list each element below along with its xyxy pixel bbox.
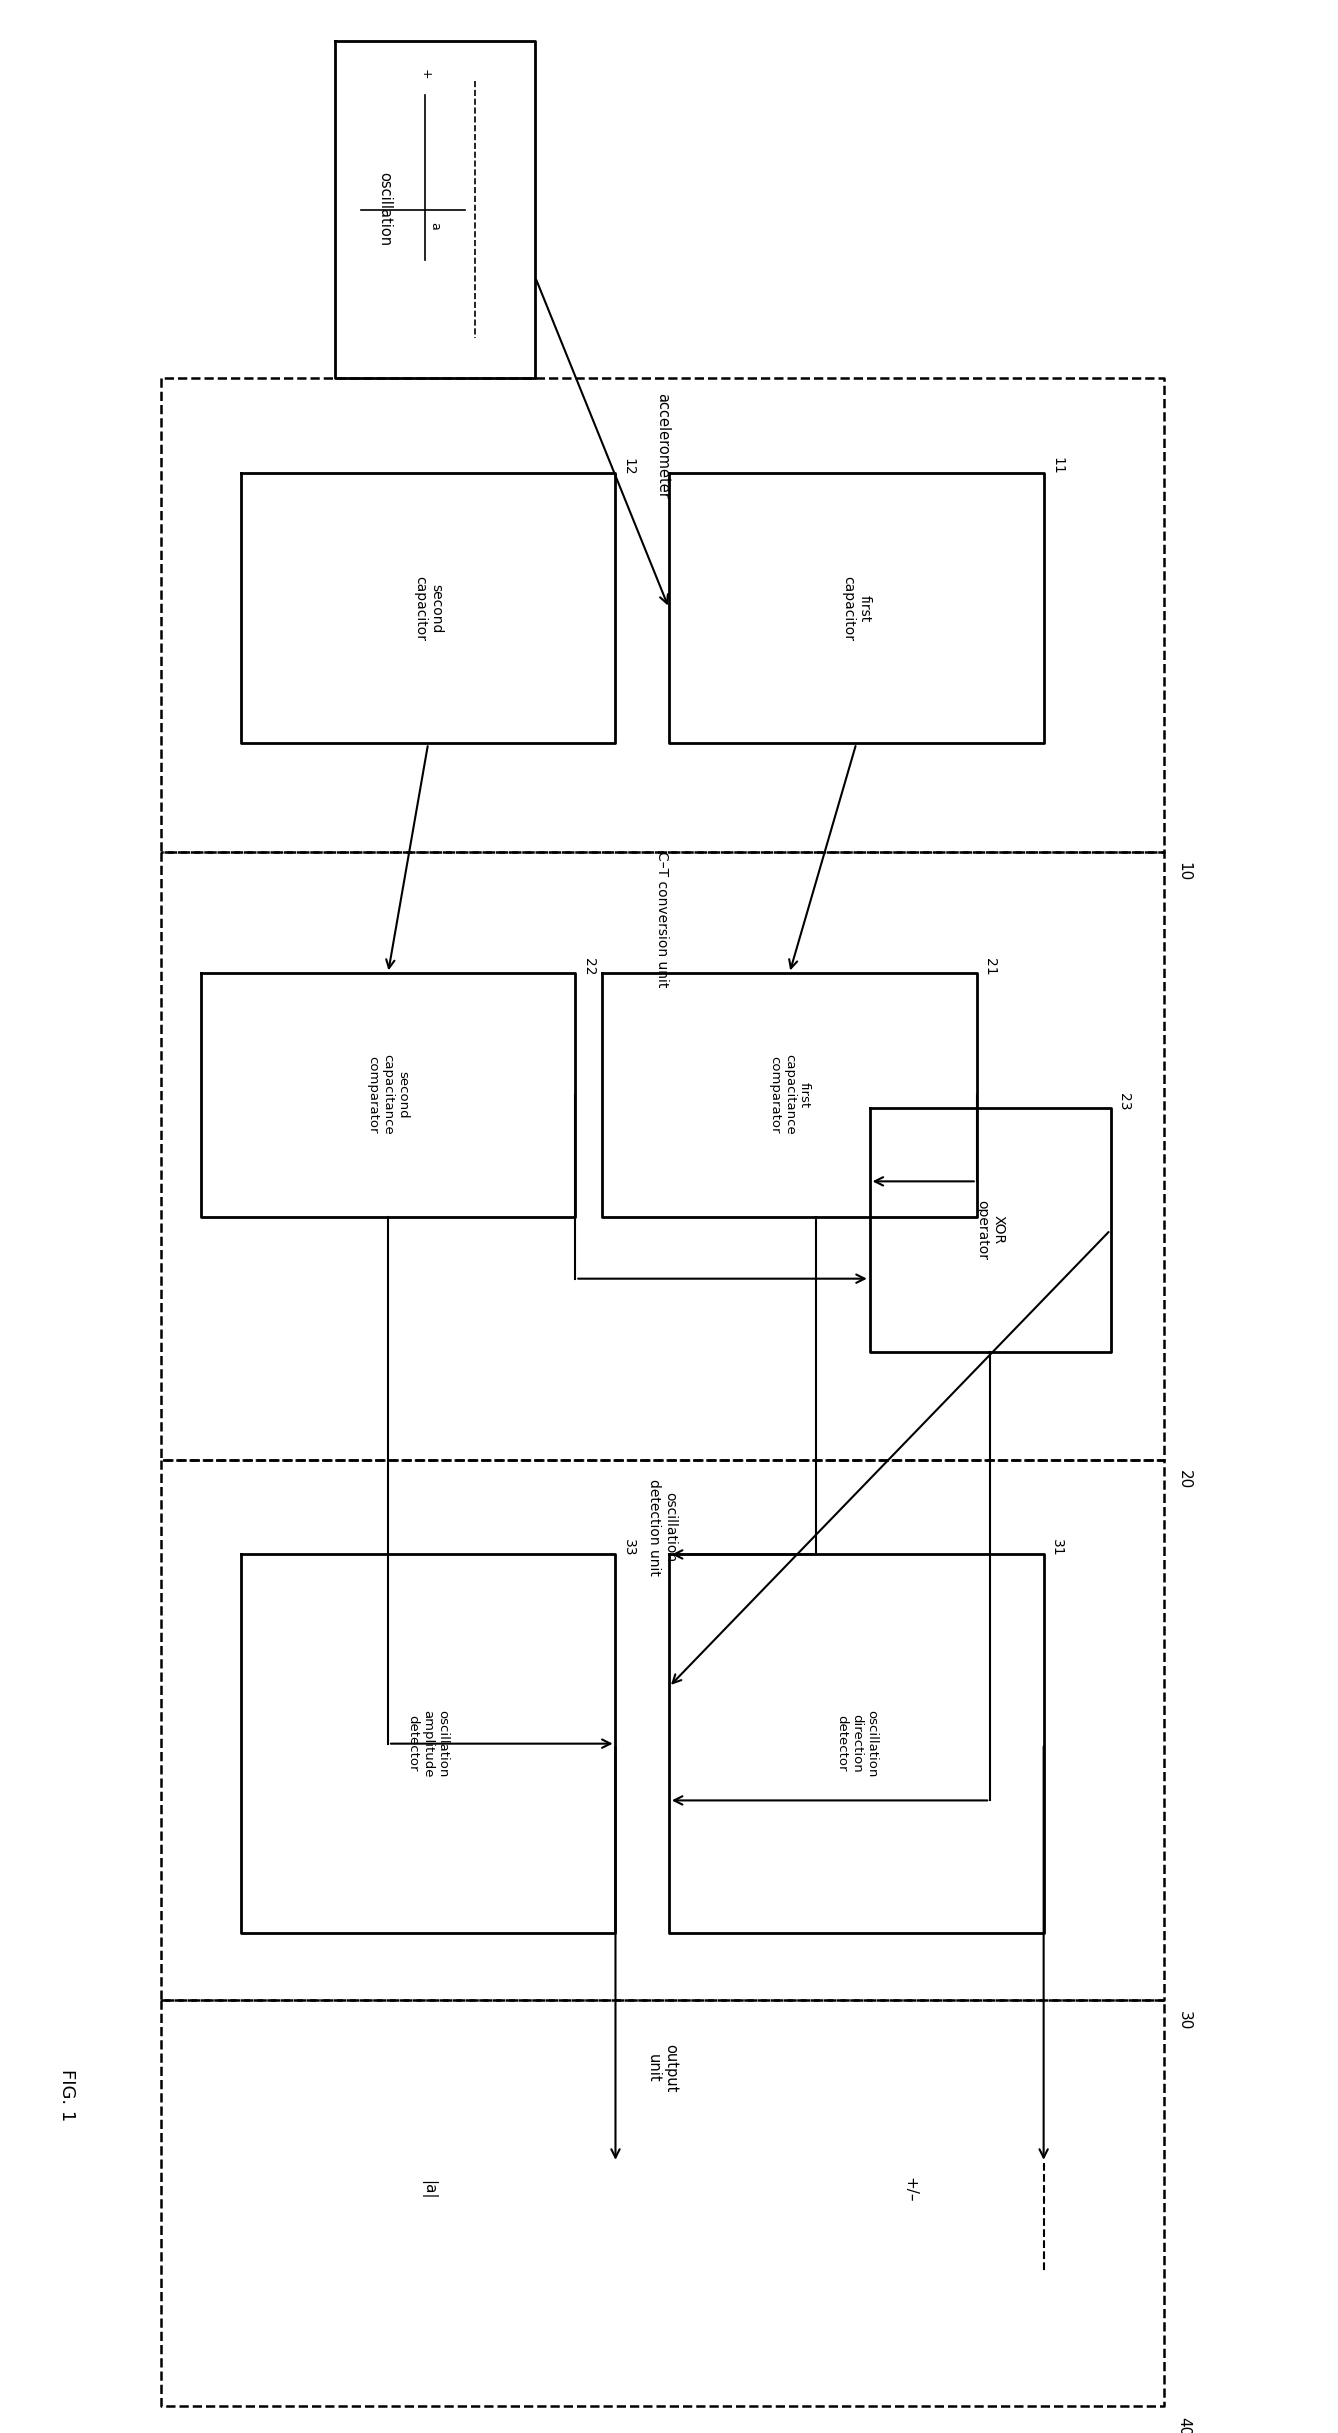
Text: 31: 31 bbox=[1050, 1538, 1064, 1557]
Text: output
unit: output unit bbox=[646, 2044, 678, 2092]
Text: +: + bbox=[419, 68, 431, 80]
Text: second
capacitor: second capacitor bbox=[413, 577, 443, 640]
Text: 30: 30 bbox=[1176, 2012, 1192, 2032]
Text: XOR
operator: XOR operator bbox=[975, 1199, 1005, 1260]
Text: 40: 40 bbox=[1176, 2416, 1192, 2433]
Text: oscillation
detection unit: oscillation detection unit bbox=[648, 1479, 677, 1577]
Text: FIG. 1: FIG. 1 bbox=[58, 2068, 76, 2122]
Text: 21: 21 bbox=[983, 959, 997, 976]
Text: C–T conversion unit: C–T conversion unit bbox=[656, 852, 669, 988]
Text: 20: 20 bbox=[1176, 1470, 1192, 1489]
Text: oscillation: oscillation bbox=[377, 173, 392, 246]
Text: |a|: |a| bbox=[420, 2180, 436, 2199]
Text: oscillation
direction
detector: oscillation direction detector bbox=[835, 1710, 878, 1779]
Text: second
capacitance
comparator: second capacitance comparator bbox=[367, 1053, 409, 1136]
Text: accelerometer: accelerometer bbox=[654, 394, 670, 499]
Text: a: a bbox=[428, 221, 442, 229]
Text: first
capacitance
comparator: first capacitance comparator bbox=[768, 1053, 811, 1136]
Text: +/–: +/– bbox=[902, 2178, 918, 2202]
Text: 22: 22 bbox=[582, 959, 595, 976]
Text: 33: 33 bbox=[622, 1540, 636, 1557]
Text: 11: 11 bbox=[1050, 457, 1064, 474]
Text: 10: 10 bbox=[1176, 861, 1192, 881]
Text: oscillation
amplitude
detector: oscillation amplitude detector bbox=[407, 1710, 450, 1779]
Text: 23: 23 bbox=[1117, 1092, 1131, 1109]
Text: 12: 12 bbox=[622, 457, 636, 474]
Text: first
capacitor: first capacitor bbox=[842, 577, 871, 640]
